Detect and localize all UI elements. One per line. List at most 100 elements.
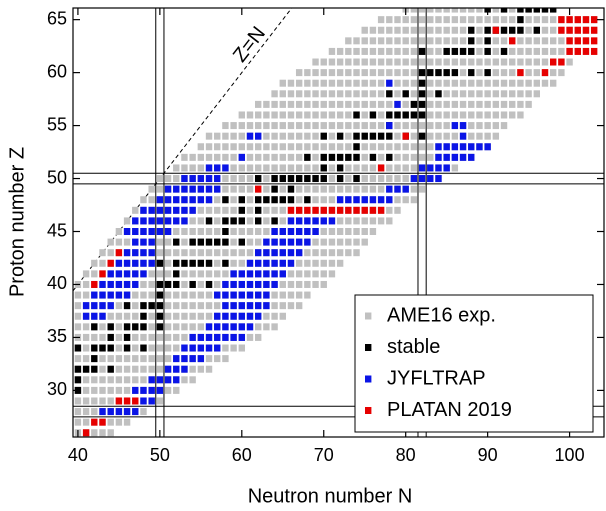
nuclide-marker (238, 302, 246, 310)
nuclide-marker (476, 79, 483, 87)
nuclide-marker (263, 238, 270, 246)
nuclide-marker (173, 355, 180, 363)
nuclide-marker (230, 206, 237, 214)
nuclide-marker (410, 185, 418, 193)
nuclide-marker (263, 217, 270, 225)
nuclide-marker (279, 217, 286, 225)
nuclide-marker (156, 365, 164, 373)
nuclide-marker (140, 386, 147, 394)
nuclide-marker (435, 37, 442, 45)
nuclide-marker (312, 270, 319, 278)
nuclide-marker (263, 175, 270, 183)
nuclide-marker (279, 238, 286, 246)
nuclide-marker (353, 122, 360, 130)
nuclide-marker (82, 333, 90, 341)
nuclide-marker (336, 259, 344, 267)
nuclide-marker (263, 323, 270, 331)
nuclide-marker (238, 291, 246, 299)
nuclide-marker (123, 365, 131, 373)
nuclide-marker (304, 69, 311, 77)
nuclide-marker (451, 132, 459, 140)
nuclide-marker (140, 291, 147, 299)
nuclide-marker (525, 16, 532, 24)
nuclide-marker (74, 291, 82, 299)
nuclide-marker (189, 355, 196, 363)
nuclide-marker (230, 143, 237, 151)
nuclide-marker (148, 323, 155, 331)
nuclide-marker (558, 16, 565, 24)
nuclide-marker (517, 58, 524, 66)
nuclide-marker (156, 249, 164, 257)
nuclide-marker (181, 175, 188, 183)
nuclide-marker (525, 26, 532, 34)
nuclide-marker (574, 26, 581, 34)
nuclide-marker (246, 153, 254, 161)
nuclide-marker (271, 185, 278, 193)
nuclide-marker (156, 376, 164, 384)
nuclide-marker (304, 291, 311, 299)
nuclide-marker (377, 37, 385, 45)
nuclide-marker (492, 26, 500, 34)
nuclide-marker (132, 238, 139, 246)
nuclide-marker (328, 122, 336, 130)
nuclide-marker (558, 47, 565, 55)
nuclide-marker (254, 185, 262, 193)
nuclide-marker (328, 196, 336, 204)
nuclide-marker (205, 365, 213, 373)
nuclide-marker (451, 58, 459, 66)
nuclide-marker (164, 333, 172, 341)
nuclide-marker (500, 58, 508, 66)
nuclide-marker (418, 164, 426, 172)
nuclide-marker (435, 175, 442, 183)
nuclide-marker (402, 196, 409, 204)
nuclide-marker (156, 185, 164, 193)
nuclide-marker (402, 58, 409, 66)
nuclide-marker (91, 376, 98, 384)
nuclide-marker (336, 238, 344, 246)
nuclide-marker (271, 228, 278, 236)
nuclide-marker (91, 355, 98, 363)
nuclide-marker (386, 206, 393, 214)
nuclide-marker (74, 312, 82, 320)
nuclide-marker (156, 323, 164, 331)
nuclide-marker (361, 238, 368, 246)
nuclide-marker (361, 37, 368, 45)
nuclide-marker (320, 196, 327, 204)
nuclide-marker (107, 333, 114, 341)
nuclide-marker (468, 79, 475, 87)
nuclide-marker (394, 164, 401, 172)
nuclide-marker (312, 206, 319, 214)
nuclide-marker (197, 323, 205, 331)
nuclide-marker (386, 153, 393, 161)
nuclide-marker (394, 90, 401, 98)
nuclide-marker (443, 90, 450, 98)
nuclide-marker (328, 111, 336, 119)
nuclide-marker (582, 26, 590, 34)
nuclide-marker (287, 206, 295, 214)
nuclide-marker (328, 153, 336, 161)
nuclide-marker (549, 37, 557, 45)
nuclide-marker (279, 132, 286, 140)
nuclide-marker (295, 249, 303, 257)
nuclide-marker (328, 185, 336, 193)
nuclide-marker (181, 280, 188, 288)
nuclide-marker (115, 418, 123, 426)
nuclide-marker (214, 164, 221, 172)
nuclide-marker (140, 312, 147, 320)
nuclide-marker (99, 344, 106, 352)
nuclide-marker (254, 312, 262, 320)
nuclide-marker (123, 355, 131, 363)
nuclide-marker (107, 302, 114, 310)
nuclide-marker (336, 217, 344, 225)
legend-label: JYFLTRAP (387, 367, 486, 389)
nuclide-marker (287, 259, 295, 267)
nuclide-marker (99, 365, 106, 373)
nuclide-marker (156, 217, 164, 225)
nuclide-marker (541, 37, 549, 45)
nuclide-marker (132, 259, 139, 267)
nuclide-marker (336, 58, 344, 66)
nuclide-marker (115, 397, 123, 405)
nuclide-marker (295, 259, 303, 267)
nuclide-marker (492, 132, 500, 140)
legend-marker (365, 375, 372, 383)
